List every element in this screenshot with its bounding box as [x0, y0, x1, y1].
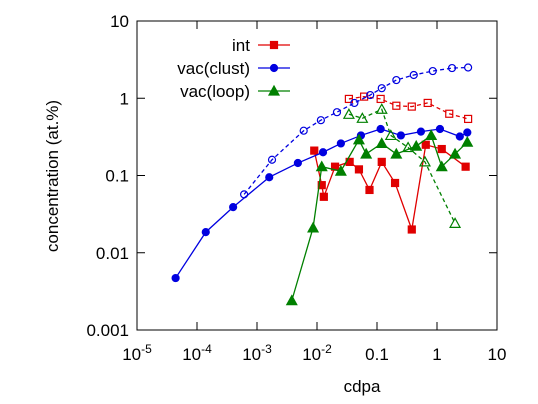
- x-tick-base: 10: [122, 345, 141, 364]
- marker: [402, 141, 415, 153]
- x-tick-base: 10: [242, 345, 261, 364]
- marker: [461, 135, 474, 147]
- y-tick-label: 0.01: [96, 244, 129, 263]
- marker: [356, 112, 369, 123]
- marker: [390, 178, 400, 188]
- x-tick-exponent: -5: [141, 342, 152, 356]
- marker: [396, 131, 405, 140]
- marker: [319, 192, 328, 201]
- legend-marker: [269, 63, 279, 73]
- marker: [445, 109, 454, 118]
- x-tick-exponent: -4: [201, 342, 212, 356]
- marker: [455, 132, 464, 141]
- marker: [293, 158, 302, 168]
- marker: [316, 116, 325, 125]
- x-tick-label: 10: [488, 345, 507, 364]
- x-tick-exponent: -2: [321, 342, 332, 356]
- plot-area: [171, 63, 474, 306]
- marker: [435, 124, 445, 134]
- marker: [365, 185, 374, 195]
- marker: [240, 190, 249, 199]
- marker: [428, 66, 437, 76]
- marker: [171, 273, 180, 283]
- marker: [265, 173, 274, 182]
- legend-marker: [267, 84, 281, 96]
- marker: [317, 181, 326, 190]
- x-tick-label: 10-2: [302, 342, 332, 364]
- marker: [350, 98, 359, 108]
- x-axis-label: cdpa: [344, 377, 381, 396]
- y-tick-label: 0.001: [86, 321, 129, 340]
- marker: [354, 165, 364, 174]
- series-line: [348, 108, 456, 224]
- marker: [285, 294, 298, 306]
- marker: [201, 228, 210, 237]
- marker: [416, 127, 426, 136]
- legend-label: int: [232, 36, 250, 55]
- x-tick-exponent: -3: [261, 342, 272, 356]
- marker: [464, 114, 473, 124]
- marker: [463, 128, 472, 137]
- legend-label: vac(loop): [180, 82, 250, 101]
- marker: [336, 139, 345, 148]
- marker: [377, 157, 386, 166]
- marker: [376, 94, 385, 104]
- marker: [407, 102, 416, 111]
- marker: [447, 63, 457, 73]
- x-tick-label: 10-3: [242, 342, 272, 364]
- marker: [449, 147, 462, 159]
- marker: [332, 108, 342, 117]
- marker: [352, 133, 365, 145]
- marker: [421, 140, 430, 149]
- marker: [229, 202, 238, 212]
- marker: [461, 162, 470, 171]
- marker: [299, 126, 308, 135]
- marker: [418, 155, 431, 167]
- marker: [390, 147, 403, 159]
- marker: [360, 92, 369, 101]
- marker: [409, 70, 418, 80]
- x-tick-base: 0.1: [365, 345, 389, 364]
- marker: [267, 155, 277, 164]
- marker: [410, 139, 423, 151]
- x-tick-label: 1: [432, 345, 441, 364]
- marker: [464, 63, 473, 72]
- marker: [423, 98, 432, 108]
- marker: [384, 129, 397, 141]
- marker: [375, 103, 388, 114]
- y-tick-label: 1: [120, 89, 129, 108]
- marker: [375, 137, 388, 149]
- marker: [435, 160, 448, 172]
- marker: [307, 221, 320, 233]
- marker: [318, 148, 328, 157]
- x-tick-base: 10: [302, 345, 321, 364]
- x-tick-label: 10-5: [122, 342, 152, 364]
- y-axis-label: concentration (at.%): [43, 100, 62, 252]
- marker: [376, 124, 385, 134]
- series-line: [243, 66, 469, 195]
- marker: [315, 160, 328, 172]
- y-tick-label: 0.1: [105, 167, 129, 186]
- marker: [392, 101, 401, 110]
- marker: [310, 146, 319, 155]
- marker: [342, 108, 355, 119]
- marker: [334, 164, 347, 176]
- x-tick-label: 0.1: [365, 345, 389, 364]
- marker: [425, 129, 438, 141]
- legend-label: vac(clust): [177, 59, 250, 78]
- x-tick-base: 10: [182, 345, 201, 364]
- series-line: [313, 143, 467, 233]
- marker: [366, 90, 375, 100]
- marker: [437, 144, 446, 154]
- marker: [377, 84, 386, 93]
- marker: [344, 94, 353, 104]
- y-tick-label: 10: [110, 12, 129, 31]
- marker: [407, 225, 416, 234]
- x-tick-label: 10-4: [182, 342, 212, 364]
- marker: [360, 147, 373, 159]
- marker: [392, 75, 401, 85]
- marker: [449, 217, 462, 228]
- legend-marker: [269, 40, 279, 50]
